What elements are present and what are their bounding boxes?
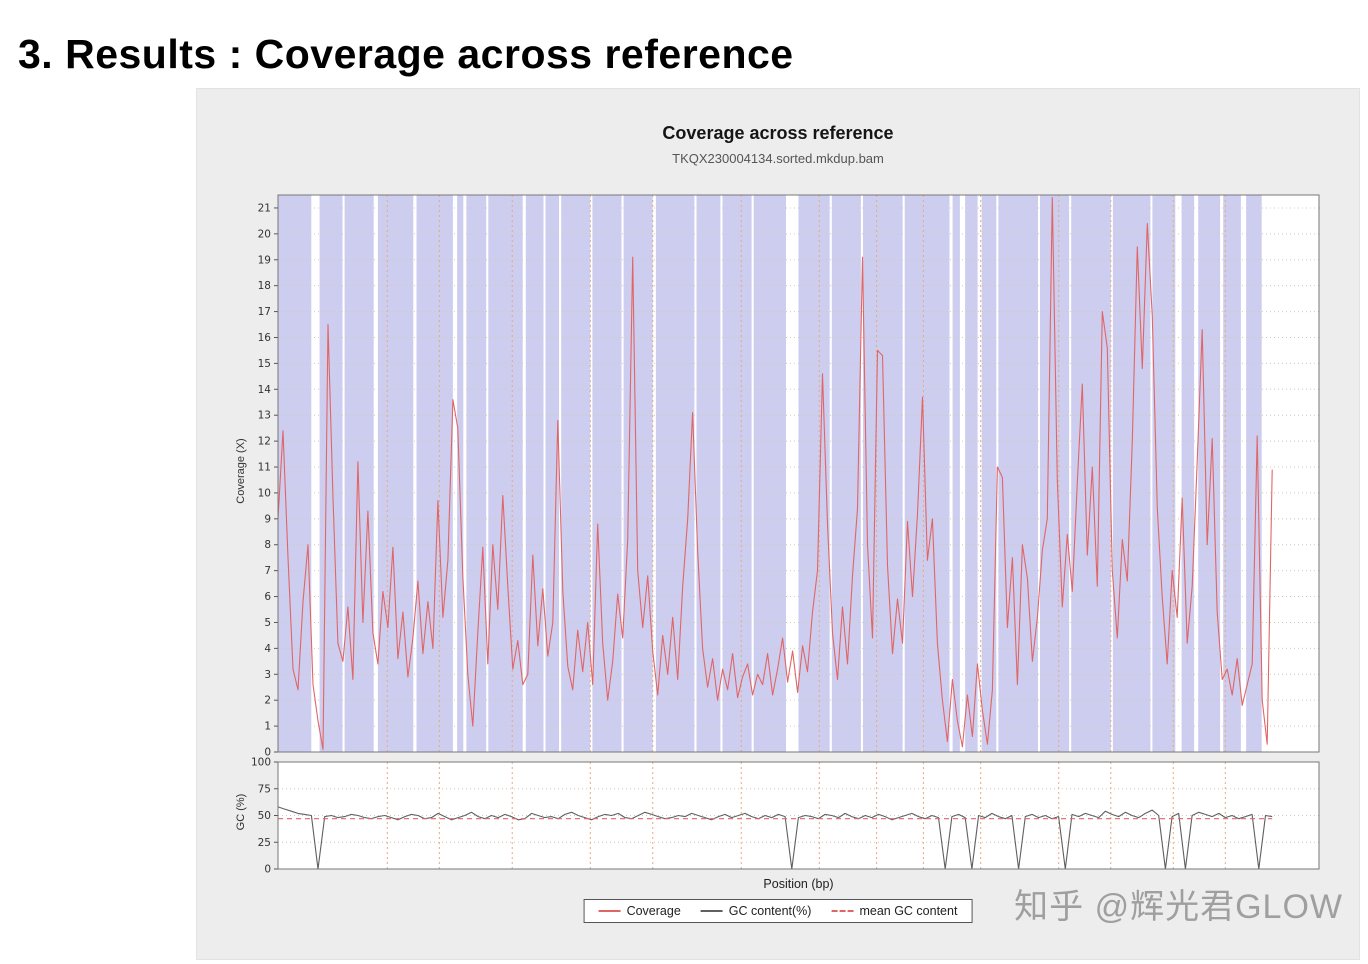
chart-title: Coverage across reference [662, 123, 894, 143]
svg-text:4: 4 [264, 643, 271, 655]
svg-text:13: 13 [258, 410, 271, 422]
svg-text:20: 20 [258, 228, 271, 240]
svg-text:12: 12 [258, 436, 271, 448]
svg-text:9: 9 [264, 513, 271, 525]
svg-text:15: 15 [258, 358, 271, 370]
legend-label-gc-content: GC content(%) [728, 904, 812, 918]
svg-text:17: 17 [258, 306, 271, 318]
svg-text:19: 19 [258, 254, 271, 266]
report-panel: Coverage across reference TKQX230004134.… [196, 88, 1360, 960]
svg-text:25: 25 [258, 837, 271, 849]
svg-text:18: 18 [258, 280, 271, 292]
svg-text:100: 100 [251, 757, 271, 769]
svg-text:8: 8 [264, 539, 271, 551]
svg-text:50: 50 [258, 810, 271, 822]
svg-text:16: 16 [258, 332, 272, 344]
mean-gc-line-swatch-icon [831, 910, 854, 912]
chart-legend: Coverage GC content(%) mean GC content [583, 899, 973, 923]
svg-text:11: 11 [258, 462, 271, 474]
svg-text:21: 21 [258, 202, 271, 214]
svg-text:10: 10 [258, 487, 271, 499]
legend-label-coverage: Coverage [626, 904, 681, 918]
svg-text:75: 75 [258, 783, 271, 795]
svg-text:3: 3 [264, 669, 271, 681]
svg-text:6: 6 [264, 591, 271, 603]
legend-item-coverage: Coverage [598, 904, 681, 918]
svg-text:0: 0 [264, 747, 271, 759]
svg-text:2: 2 [264, 695, 271, 707]
svg-text:0: 0 [264, 864, 271, 876]
svg-text:7: 7 [264, 565, 271, 577]
legend-item-mean-gc: mean GC content [831, 904, 957, 918]
page-title: 3. Results : Coverage across reference [18, 31, 794, 78]
chart-subtitle: TKQX230004134.sorted.mkdup.bam [672, 151, 884, 166]
svg-text:5: 5 [264, 617, 271, 629]
legend-label-mean-gc: mean GC content [859, 904, 958, 918]
svg-text:14: 14 [258, 384, 272, 396]
coverage-line-swatch-icon [598, 910, 621, 912]
legend-item-gc-content: GC content(%) [700, 904, 812, 918]
x-axis-label: Position (bp) [763, 877, 834, 891]
gc-line-swatch-icon [700, 910, 723, 912]
watermark: 知乎 @辉光君GLOW [1014, 888, 1343, 926]
svg-text:1: 1 [264, 721, 271, 733]
gc-plot: 0 25 50 75 100 [251, 757, 1320, 876]
